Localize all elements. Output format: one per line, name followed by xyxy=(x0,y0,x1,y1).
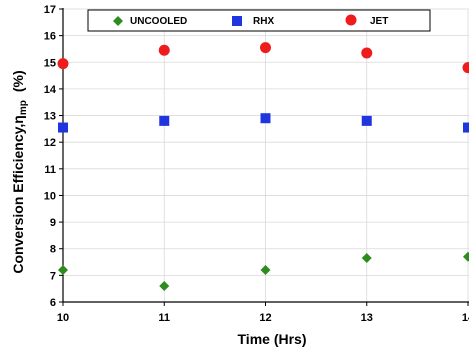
y-axis-title-subscript: mp xyxy=(18,100,29,115)
x-tick-label: 14 xyxy=(462,312,469,324)
legend-marker-jet xyxy=(345,14,357,26)
y-axis-title-eta: η xyxy=(10,115,26,124)
point-uncooled xyxy=(58,265,68,276)
x-tick-label: 11 xyxy=(158,312,170,324)
y-axis-title-main: Conversion Efficiency, xyxy=(10,124,26,274)
grid-lines xyxy=(63,8,469,302)
legend-marker-uncooled xyxy=(113,16,123,26)
y-tick-label: 13 xyxy=(44,111,56,123)
point-rhx xyxy=(361,115,372,126)
point-rhx xyxy=(260,113,271,124)
point-rhx xyxy=(159,115,170,126)
x-axis-ticks: 10 11 12 13 14 xyxy=(57,302,469,324)
x-tick-label: 10 xyxy=(57,312,69,324)
y-tick-label: 14 xyxy=(44,84,57,96)
y-tick-label: 17 xyxy=(44,4,56,16)
y-tick-label: 12 xyxy=(44,137,56,149)
y-axis-title-unit: (%) xyxy=(10,70,26,92)
legend-label-rhx: RHX xyxy=(253,16,274,27)
legend-box xyxy=(87,9,431,32)
y-axis-title: Conversion Efficiency,ηmp (%) xyxy=(10,70,29,273)
point-uncooled xyxy=(463,251,469,262)
x-axis-title: Time (Hrs) xyxy=(238,331,307,347)
legend: UNCOOLED RHX JET xyxy=(87,9,431,32)
point-jet xyxy=(260,42,271,54)
y-tick-label: 8 xyxy=(50,244,56,256)
x-tick-label: 13 xyxy=(361,312,373,324)
point-uncooled xyxy=(260,265,271,276)
y-tick-label: 11 xyxy=(44,164,56,176)
x-tick-label: 12 xyxy=(259,312,271,324)
point-rhx xyxy=(463,122,469,133)
y-tick-label: 10 xyxy=(44,190,56,202)
y-tick-label: 15 xyxy=(44,57,56,69)
point-jet xyxy=(158,44,170,56)
y-tick-label: 7 xyxy=(50,270,56,282)
plot-area xyxy=(63,9,469,302)
axes xyxy=(62,8,469,303)
point-jet xyxy=(361,47,373,59)
point-jet xyxy=(57,58,69,70)
y-tick-label: 16 xyxy=(44,31,56,43)
point-uncooled xyxy=(361,253,372,264)
y-tick-label: 6 xyxy=(50,297,56,309)
legend-marker-rhx xyxy=(232,16,242,26)
point-jet xyxy=(462,62,469,74)
y-tick-label: 9 xyxy=(50,217,56,229)
data-points xyxy=(57,42,469,292)
legend-label-jet: JET xyxy=(370,16,388,27)
y-axis-ticks: 6 7 8 9 10 11 12 13 14 15 16 17 xyxy=(44,4,63,309)
point-uncooled xyxy=(159,281,170,292)
point-rhx xyxy=(58,122,68,133)
legend-label-uncooled: UNCOOLED xyxy=(130,16,187,27)
